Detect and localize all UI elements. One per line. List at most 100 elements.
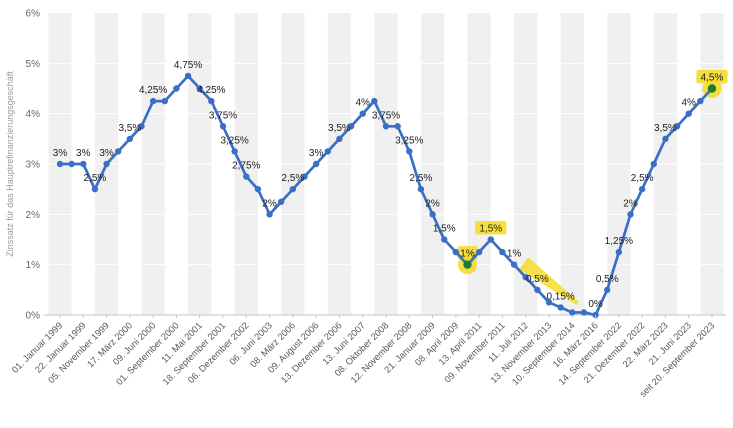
data-point[interactable]	[336, 135, 343, 143]
data-point[interactable]	[475, 248, 483, 256]
data-point[interactable]	[278, 198, 285, 205]
value-label: 2,5%	[631, 173, 654, 184]
data-point[interactable]	[80, 160, 87, 168]
data-point[interactable]	[266, 211, 273, 218]
value-label: 0,15%	[546, 291, 574, 302]
data-point[interactable]	[662, 135, 669, 143]
highlighted-data-point[interactable]	[463, 260, 472, 269]
data-point[interactable]	[138, 123, 145, 130]
value-label: 2,5%	[281, 173, 304, 184]
value-label: 3%	[309, 148, 324, 159]
data-point[interactable]	[673, 123, 681, 130]
value-label: 2,5%	[410, 173, 433, 184]
data-point[interactable]	[347, 123, 355, 130]
data-point[interactable]	[487, 236, 494, 243]
data-point[interactable]	[685, 110, 692, 117]
data-point[interactable]	[452, 248, 460, 256]
data-point[interactable]	[499, 248, 506, 256]
data-point[interactable]	[359, 110, 366, 117]
value-label: 0%	[588, 299, 603, 310]
data-points	[56, 72, 717, 319]
value-label: 3%	[53, 148, 68, 159]
data-point[interactable]	[103, 160, 110, 168]
label-highlight-bg	[475, 221, 507, 235]
data-point[interactable]	[243, 173, 250, 180]
value-label: 4,25%	[197, 85, 225, 96]
data-point[interactable]	[289, 185, 297, 193]
value-label: 1%	[507, 249, 522, 260]
data-point[interactable]	[604, 286, 611, 294]
value-label: 1,25%	[605, 236, 633, 247]
data-point[interactable]	[184, 72, 192, 80]
value-label: 3,25%	[220, 135, 248, 146]
decline-swoosh-highlight	[519, 257, 579, 306]
data-point[interactable]	[68, 160, 75, 168]
label-highlight-bg	[696, 70, 728, 84]
data-point[interactable]	[173, 85, 180, 92]
value-label: 3,75%	[372, 110, 400, 121]
y-tick-label: 6%	[26, 9, 41, 20]
y-tick-label: 2%	[26, 210, 41, 221]
data-point[interactable]	[534, 286, 541, 294]
value-label: 1%	[460, 249, 475, 260]
data-point[interactable]	[301, 173, 308, 180]
value-label: 1,5%	[479, 224, 502, 235]
data-point[interactable]	[429, 211, 436, 218]
data-point[interactable]	[417, 185, 425, 193]
highlighted-data-point[interactable]	[707, 84, 717, 93]
data-point[interactable]	[394, 123, 401, 130]
data-point[interactable]	[569, 309, 576, 316]
data-point[interactable]	[324, 148, 331, 155]
data-point[interactable]	[650, 160, 657, 168]
value-label: 3,75%	[209, 110, 237, 121]
data-point[interactable]	[115, 148, 122, 155]
data-point[interactable]	[196, 85, 203, 92]
data-point[interactable]	[615, 248, 623, 256]
value-label: 1,5%	[433, 224, 456, 235]
data-point[interactable]	[161, 97, 168, 105]
value-label: 4,75%	[174, 60, 202, 71]
data-point[interactable]	[312, 160, 320, 168]
value-label: 0,5%	[526, 274, 549, 285]
data-point[interactable]	[545, 299, 553, 306]
data-point[interactable]	[126, 135, 134, 143]
value-label: 2,75%	[232, 161, 260, 172]
value-label: 0,5%	[596, 274, 619, 285]
value-labels: 3% 3% 2,5% 3% 3,5% 4,25% 4,75% 4,25% 3,75% 3,25% 2…	[53, 60, 724, 310]
y-tick-label: 5%	[26, 59, 41, 70]
data-point[interactable]	[231, 148, 238, 155]
y-tick-label: 4%	[26, 109, 41, 120]
value-label: 4%	[355, 98, 370, 109]
data-point[interactable]	[406, 148, 413, 155]
value-label: 3%	[76, 148, 91, 159]
data-point[interactable]	[510, 261, 518, 268]
y-tick-label: 1%	[26, 260, 41, 271]
data-point[interactable]	[638, 185, 646, 193]
data-point[interactable]	[627, 211, 634, 218]
value-label: 4,25%	[139, 85, 167, 96]
data-point[interactable]	[697, 97, 704, 105]
data-point[interactable]	[208, 97, 215, 105]
data-point[interactable]	[56, 160, 64, 168]
value-label: 2%	[623, 198, 638, 209]
y-tick-label: 3%	[26, 160, 41, 171]
data-point[interactable]	[219, 123, 227, 130]
data-point[interactable]	[91, 185, 99, 193]
value-label: 2%	[425, 198, 440, 209]
data-point[interactable]	[522, 274, 529, 281]
data-point[interactable]	[149, 97, 157, 105]
data-point[interactable]	[441, 236, 448, 243]
y-axis-title: Zinssatz für das Hauptrefinanzierungsges…	[5, 71, 15, 257]
value-label: 3%	[99, 148, 114, 159]
data-point[interactable]	[382, 123, 390, 130]
data-point[interactable]	[371, 97, 378, 105]
gridlines	[48, 62, 724, 266]
value-label: 4%	[681, 98, 696, 109]
value-label: 3,5%	[328, 123, 351, 134]
data-point[interactable]	[254, 185, 262, 193]
data-point[interactable]	[557, 304, 564, 311]
data-point[interactable]	[580, 309, 588, 316]
